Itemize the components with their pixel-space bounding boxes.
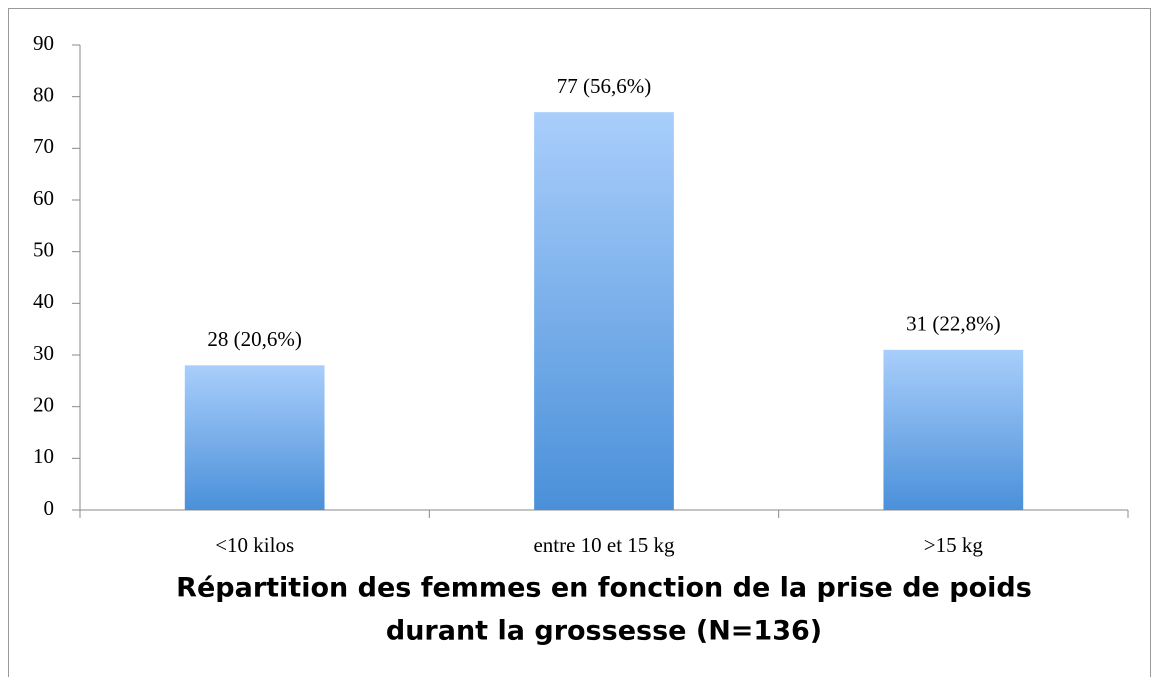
- y-tick-label: 0: [44, 496, 55, 520]
- chart-title: durant la grossesse (N=136): [386, 616, 822, 647]
- x-tick-label: entre 10 et 15 kg: [533, 533, 675, 557]
- y-tick-label: 10: [33, 444, 54, 468]
- data-label: 77 (56,6%): [557, 74, 651, 98]
- chart-border: [8, 8, 1151, 677]
- x-tick-label: <10 kilos: [215, 533, 294, 557]
- y-tick-label: 30: [33, 341, 54, 365]
- y-tick-label: 50: [33, 237, 54, 261]
- bar: [184, 365, 325, 510]
- data-label: 31 (22,8%): [906, 312, 1000, 336]
- y-tick-label: 90: [33, 31, 54, 55]
- bar: [534, 112, 674, 511]
- y-tick-label: 40: [33, 289, 54, 313]
- y-tick-label: 80: [33, 82, 54, 106]
- x-tick-label: >15 kg: [924, 533, 984, 557]
- y-tick-label: 20: [33, 392, 54, 416]
- chart-title: Répartition des femmes en fonction de la…: [176, 573, 1032, 604]
- y-tick-label: 70: [33, 134, 54, 158]
- bar: [883, 349, 1024, 510]
- data-label: 28 (20,6%): [207, 327, 301, 351]
- y-tick-label: 60: [33, 186, 54, 210]
